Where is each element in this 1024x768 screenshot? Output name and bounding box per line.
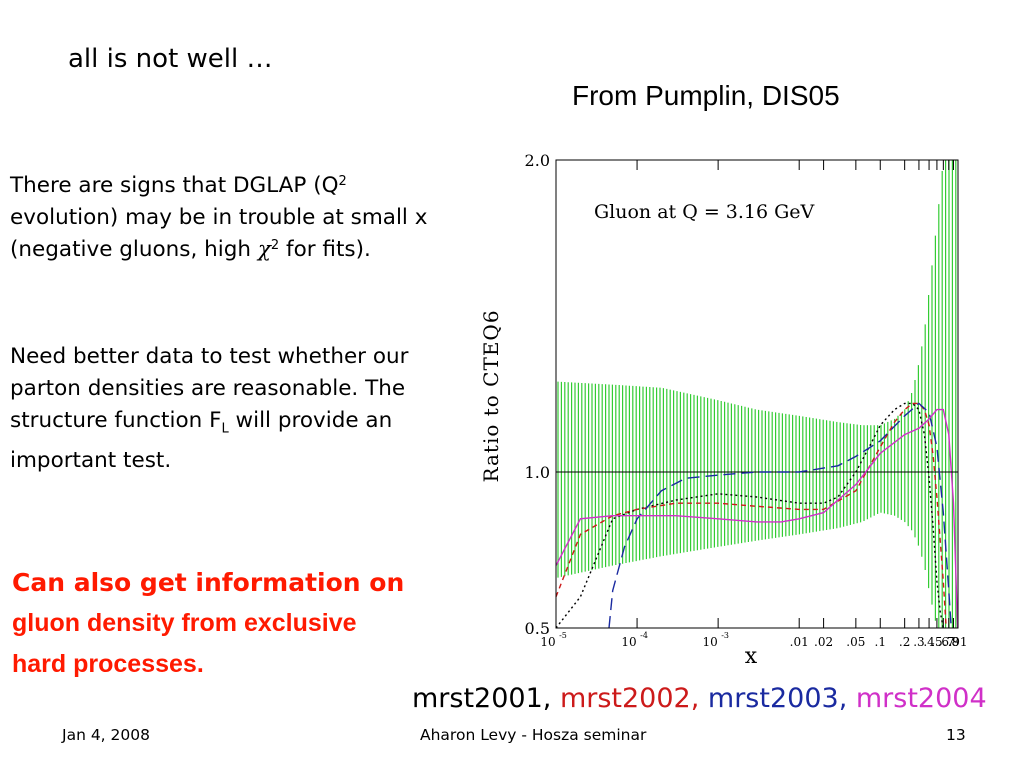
plot-frame: [555, 159, 959, 629]
highlight-line-3: hard processes.: [12, 650, 204, 678]
legend-entry-mrst2003: mrst2003: [707, 683, 839, 714]
para2-text-a: Need better data to test whether our par…: [10, 344, 409, 433]
x-tick-label: .6: [938, 635, 949, 649]
para1-text-b: evolution) may be in trouble at small x …: [10, 205, 428, 262]
chi-symbol: χ: [257, 237, 271, 262]
slide-title: all is not well …: [68, 44, 273, 74]
x-tick-label: .5: [931, 635, 942, 649]
y-axis-label: Ratio to CTEQ6: [479, 309, 503, 482]
legend-entry-mrst2004: mrst2004: [855, 683, 987, 714]
x-tick-label-base: 10: [702, 635, 717, 649]
series-line-mrst2001: [555, 402, 944, 629]
footer-presenter: Aharon Levy - Hosza seminar: [420, 726, 647, 744]
chart-annotation: Gluon at Q = 3.16 GeV: [594, 201, 815, 223]
x-tick-label: .3: [913, 635, 924, 649]
x-axis-label: x: [745, 644, 758, 668]
series-line-mrst2004: [555, 408, 959, 629]
x-tick-label: .2: [899, 635, 910, 649]
legend-entry-mrst2001: mrst2001: [412, 683, 543, 714]
x-tick-label: .7: [943, 635, 954, 649]
paragraph-dglap: There are signs that DGLAP (Q2 evolution)…: [10, 170, 470, 266]
series-line-mrst2003: [608, 402, 952, 629]
footer-date: Jan 4, 2008: [62, 726, 150, 744]
x-tick-label: .01: [790, 635, 809, 649]
x-tick-label-exp: -3: [721, 631, 729, 640]
gluon-ratio-chart: 2.01.00.5.01.02.05.1.2.3.4.5.6.7.8.9110-…: [479, 151, 968, 668]
para1-sup-2: 2: [270, 238, 280, 253]
paragraph-better-data: Need better data to test whether our par…: [10, 341, 470, 477]
axis-ticks: 2.01.00.5.01.02.05.1.2.3.4.5.6.7.8.9110-…: [525, 151, 968, 649]
source-note: From Pumplin, DIS05: [572, 80, 840, 111]
x-tick-label: .4: [923, 635, 935, 649]
y-tick-label: 1.0: [525, 463, 550, 482]
legend-separator: ,: [542, 683, 560, 714]
uncertainty-band: [557, 160, 957, 628]
x-tick-label: .8: [948, 635, 959, 649]
legend-entry-mrst2002: mrst2002: [559, 683, 691, 714]
legend: mrst2001, mrst2002, mrst2003, mrst2004: [412, 683, 987, 714]
x-tick-label: .05: [846, 635, 865, 649]
series-group: [555, 402, 959, 629]
x-tick-label-base: 10: [621, 635, 636, 649]
x-tick-label-base: 10: [540, 635, 555, 649]
x-tick-label: .02: [814, 635, 833, 649]
highlight-text: Can also get information on gluon densit…: [12, 562, 492, 685]
x-tick-label: .1: [875, 635, 886, 649]
para2-text-b: will provide an important test.: [10, 408, 393, 474]
x-tick-label: .91: [948, 635, 967, 649]
highlight-line-2: gluon density from exclusive: [12, 609, 357, 637]
footer-page-number: 13: [946, 726, 966, 744]
para2-sub: L: [221, 421, 229, 437]
para1-text-a: There are signs that DGLAP (Q: [10, 173, 339, 198]
para1-text-c: for fits).: [286, 237, 371, 262]
highlight-line-1: Can also get information on: [12, 568, 405, 597]
y-tick-label: 0.5: [525, 619, 550, 638]
para1-sup-1: 2: [338, 174, 347, 189]
legend-separator: ,: [690, 683, 708, 714]
x-tick-label-exp: -4: [640, 631, 648, 640]
y-tick-label: 2.0: [525, 151, 550, 170]
legend-separator: ,: [838, 683, 856, 714]
x-tick-label-exp: -5: [559, 631, 567, 640]
